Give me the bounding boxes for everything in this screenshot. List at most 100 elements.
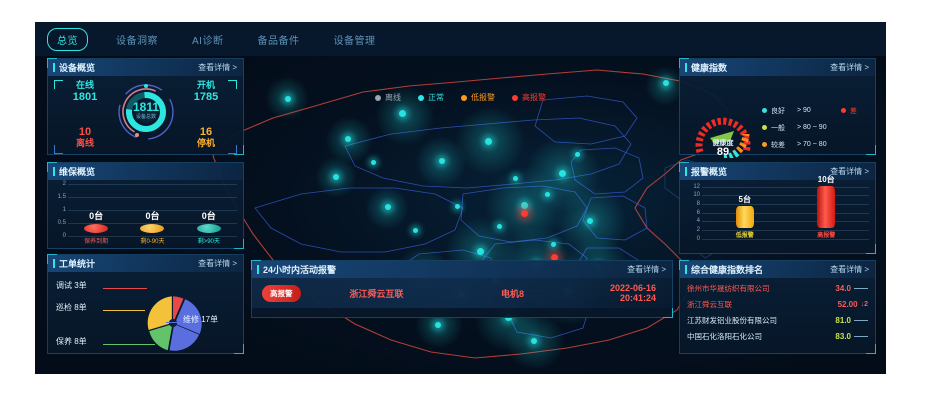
map-dot-normal[interactable]: [435, 322, 441, 328]
map-dot-normal[interactable]: [545, 192, 550, 197]
alarm-bars: 5台 低报警 10台 高报警: [704, 175, 867, 239]
alarm-company: 浙江舜云互联: [349, 288, 404, 299]
view-details-link-work-orders[interactable]: 查看详情 >: [198, 259, 237, 268]
grid-line: [702, 187, 869, 188]
title-accent-bar: [685, 265, 687, 274]
panel-header-health-index: 健康指数 查看详情 >: [680, 59, 875, 76]
view-details-link-ranking[interactable]: 查看详情 >: [830, 265, 869, 274]
legend-range-poor: > 70 ~ 80: [797, 141, 827, 148]
ranking-trend-flat-icon: [854, 335, 868, 337]
alarm-timestamp: 2022-06-16 20:41:24: [609, 283, 656, 303]
ranking-trend-flat-icon: [854, 319, 868, 321]
map-dot-normal[interactable]: [521, 202, 528, 209]
health-gauge-value: 89: [716, 146, 730, 158]
panel-title-text: 工单统计: [59, 259, 96, 269]
map-dot-normal[interactable]: [385, 204, 391, 210]
map-dot-normal[interactable]: [663, 80, 669, 86]
panel-health-index: 健康指数 查看详情 > 健康度 89 良好 > 90 差: [679, 58, 876, 158]
tab-list: 总览 设备洞察 AI诊断 备品备件 设备管理: [35, 22, 886, 56]
panel-title-text: 24小时内活动报警: [263, 265, 337, 275]
map-dot-normal[interactable]: [551, 242, 556, 247]
device-stat-online-label: 在线: [75, 80, 94, 90]
work-order-label-inspect: 巡检 8单: [56, 303, 87, 312]
work-order-pie-icon: [147, 296, 202, 351]
panel-title-text: 设备概览: [59, 63, 96, 73]
map-dot-normal[interactable]: [531, 338, 537, 344]
panel-title-maintenance: 维保概览: [53, 165, 95, 178]
map-dot-normal[interactable]: [439, 158, 445, 164]
maintenance-marker-2: [196, 224, 221, 233]
tab-device-management[interactable]: 设备管理: [333, 35, 376, 47]
map-dot-normal[interactable]: [497, 224, 502, 229]
alarm-bar-high[interactable]: 10台 高报警: [817, 174, 835, 239]
view-details-link-active-alarms[interactable]: 查看详情 >: [627, 265, 666, 274]
tab-spare-parts[interactable]: 备品备件: [257, 35, 300, 47]
alarm-bar-low[interactable]: 5台 低报警: [735, 194, 754, 239]
ranking-row[interactable]: 徐州市华晟纺织有限公司 34.0: [680, 280, 875, 296]
maintenance-item-0[interactable]: 0台 保养到期: [72, 209, 120, 245]
panel-device-overview: 设备概览 查看详情 > 在线 1801 开机 1785 10 离线: [47, 58, 244, 155]
grid-line: [68, 197, 237, 198]
work-order-label-upkeep: 保养 8单: [56, 337, 87, 346]
device-stat-offline-value: 10: [78, 126, 92, 138]
health-gauge-icon: [695, 117, 751, 158]
dashboard-app: 总览 设备洞察 AI诊断 备品备件 设备管理: [35, 22, 886, 374]
map-dot-normal[interactable]: [485, 138, 492, 145]
view-details-link-health-index[interactable]: 查看详情 >: [830, 63, 869, 72]
map-dot-normal[interactable]: [285, 96, 291, 102]
work-order-chart: 调试 3单 巡检 8单 保养 8单 维修 17单: [48, 272, 243, 352]
map-dot-normal[interactable]: [371, 160, 376, 165]
device-stat-stopped: 16 停机: [175, 126, 237, 154]
ranking-value: 34.0: [835, 283, 851, 293]
map-dot-normal[interactable]: [455, 204, 460, 209]
title-accent-bar: [53, 167, 55, 176]
y-tick: 4: [696, 218, 700, 224]
view-details-link-alarm-overview[interactable]: 查看详情 >: [830, 167, 869, 176]
ranking-value-group: 81.0: [835, 316, 868, 325]
map-dot-normal[interactable]: [559, 170, 566, 177]
y-tick: 1.5: [57, 194, 66, 200]
ranking-row[interactable]: 江苏财发铝业股份有限公司 81.0: [680, 312, 875, 328]
panel-header-device-overview: 设备概览 查看详情 >: [48, 59, 243, 76]
map-dot-normal[interactable]: [575, 152, 580, 157]
ranking-row[interactable]: 浙江舜云互联 52.00 ↓2: [680, 296, 875, 312]
panel-title-device-overview: 设备概览: [53, 61, 95, 74]
alarm-value-high: 10台: [817, 175, 835, 184]
view-details-link-device-overview[interactable]: 查看详情 >: [198, 63, 237, 72]
tab-overview[interactable]: 总览: [47, 27, 88, 51]
device-total-label: 设备总数: [135, 114, 156, 120]
map-dot-normal[interactable]: [399, 110, 406, 117]
ranking-value-group: 34.0: [835, 284, 868, 293]
tab-device-insight[interactable]: 设备洞察: [116, 35, 158, 47]
map-dot-normal[interactable]: [477, 248, 484, 255]
maintenance-item-1[interactable]: 0台 剩0-90天: [128, 209, 176, 245]
y-tick: 1: [62, 207, 66, 213]
tab-ai-diagnosis[interactable]: AI诊断: [192, 35, 224, 47]
map-halo: [375, 86, 435, 146]
map-dot-normal[interactable]: [513, 176, 518, 181]
panel-header-maintenance: 维保概览 查看详情 >: [48, 163, 243, 180]
panel-title-text: 维保概览: [59, 167, 96, 177]
map-dot-normal[interactable]: [345, 136, 351, 142]
map-dot-normal[interactable]: [413, 228, 418, 233]
alarm-label-high: 高报警: [817, 233, 836, 239]
y-tick: 0: [62, 233, 66, 239]
panel-active-alarms: 24小时内活动报警 查看详情 > 高报警 浙江舜云互联 电机8 2022-06-…: [251, 260, 673, 318]
panel-health-ranking: 综合健康指数排名 查看详情 > 徐州市华晟纺织有限公司 34.0 浙江舜云互联 …: [679, 260, 876, 354]
maintenance-item-2[interactable]: 0台 剩>90天: [185, 209, 233, 245]
legend-dot-average: [762, 125, 767, 130]
active-alarm-row[interactable]: 高报警 浙江舜云互联 电机8 2022-06-16 20:41:24: [252, 278, 672, 308]
panel-title-work-orders: 工单统计: [53, 257, 95, 270]
map-dot-high-alarm[interactable]: [551, 254, 558, 261]
ranking-row[interactable]: 中国石化洛阳石化公司 83.0: [680, 328, 875, 344]
map-legend-normal: 正常: [418, 92, 444, 103]
map-dot-normal[interactable]: [587, 218, 593, 224]
map-dot-normal[interactable]: [333, 174, 339, 180]
alarm-y-axis: 0 2 4 6 8 10 12: [684, 184, 700, 242]
map-dot-high-alarm[interactable]: [521, 210, 528, 217]
device-gauge-rings-icon: [118, 84, 174, 140]
ranking-value-group: 83.0: [835, 332, 868, 341]
legend-label-normal: 正常: [428, 93, 444, 102]
legend-label-good: 良好: [771, 107, 785, 115]
health-legend-row-poor: 较差 > 70 ~ 80: [762, 136, 874, 153]
